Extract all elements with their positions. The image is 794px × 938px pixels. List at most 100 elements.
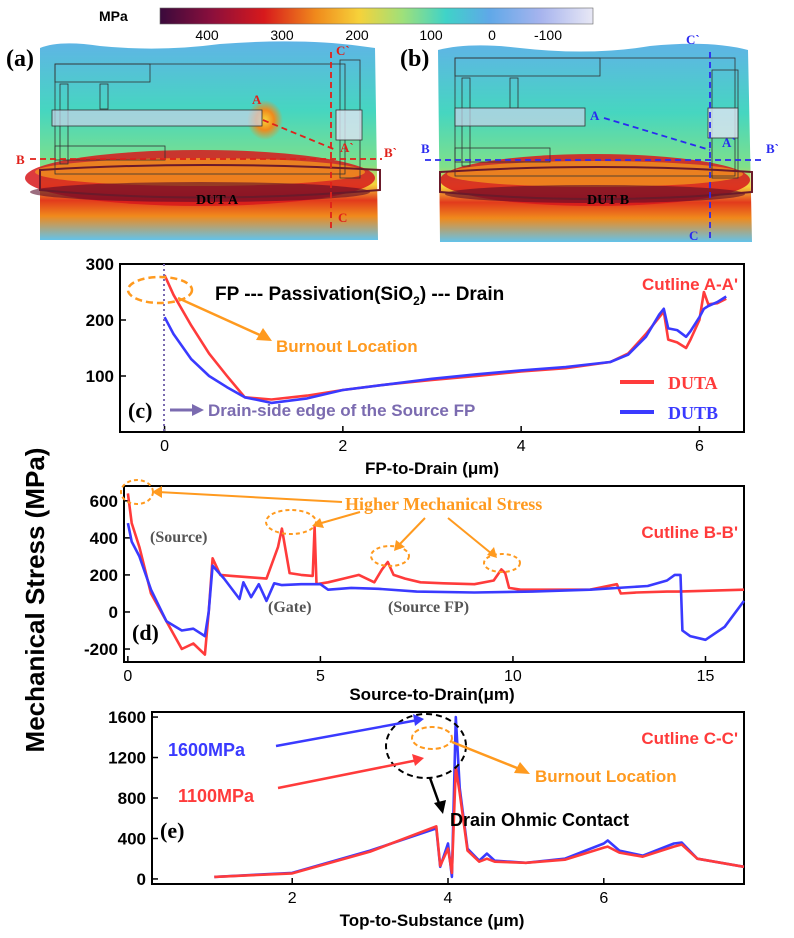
chart-d-cutline: Cutline B-B' bbox=[641, 523, 738, 542]
stress-ellipse bbox=[265, 509, 317, 535]
y-tick-label: 300 bbox=[86, 255, 114, 274]
y-tick-label: 400 bbox=[90, 529, 118, 548]
y-tick-label: 400 bbox=[118, 829, 146, 848]
chart-d-xlabel: Source-to-Drain(μm) bbox=[349, 685, 514, 704]
marker-b-B2: B` bbox=[766, 141, 779, 156]
source-fp-label: Drain-side edge of the Source FP bbox=[208, 401, 475, 420]
stress-ellipse bbox=[483, 553, 521, 573]
stress-arrows bbox=[157, 491, 493, 555]
stress-arrowhead bbox=[152, 486, 162, 498]
source-fp-arrowhead bbox=[192, 404, 204, 416]
y-tick-label: 0 bbox=[109, 603, 118, 622]
colorbar-tick: 200 bbox=[345, 27, 369, 43]
panel-label-e: (e) bbox=[160, 818, 184, 843]
peak-arrow-blue bbox=[275, 718, 419, 748]
device-outline bbox=[439, 166, 753, 200]
marker-b-C: C bbox=[689, 228, 698, 243]
x-tick-label: 15 bbox=[697, 668, 715, 685]
series-line-duta bbox=[126, 493, 745, 656]
x-tick-label: 6 bbox=[695, 438, 704, 455]
ohmic-arrowhead bbox=[434, 800, 446, 814]
stress-hotspot bbox=[445, 185, 745, 203]
chart-c-title: FP --- Passivation(SiO2) --- Drain bbox=[215, 284, 504, 308]
device-outline bbox=[39, 164, 381, 199]
legend-label-dut-a: DUTA bbox=[668, 373, 718, 393]
x-tick-label: 4 bbox=[517, 438, 526, 455]
chart-e-cutline: Cutline C-C' bbox=[641, 729, 738, 748]
burnout-arrowhead-c bbox=[256, 328, 272, 341]
device-structure-a bbox=[51, 59, 363, 179]
stress-arrow bbox=[157, 491, 343, 503]
colorbar-unit: MPa bbox=[99, 8, 128, 24]
series-line-dutb bbox=[126, 522, 746, 642]
y-tick-label: -200 bbox=[84, 640, 118, 659]
peak-arrowhead-red bbox=[412, 754, 424, 766]
series-line-dutb bbox=[163, 295, 727, 405]
colorbar-tick: -100 bbox=[534, 27, 562, 43]
chart-c: 0 2 4 6 100 200 300 Burnout Location FP --- Pa… bbox=[86, 255, 745, 478]
panel-label-a: (a) bbox=[6, 46, 34, 72]
ohmic-contact-label: Drain Ohmic Contact bbox=[450, 810, 629, 830]
colorbar-tick: 400 bbox=[195, 27, 219, 43]
x-tick-label: 0 bbox=[123, 668, 132, 685]
marker-a-C2: C` bbox=[336, 43, 350, 58]
x-tick-label: 0 bbox=[160, 438, 169, 455]
stress-arrow bbox=[317, 511, 361, 525]
simulation-panel-b: (b) DUT B A A` B B` C C` bbox=[400, 32, 779, 243]
panel-label-c: (c) bbox=[128, 398, 152, 423]
marker-b-A: A bbox=[590, 108, 600, 123]
stress-arrowhead bbox=[487, 547, 497, 558]
series-line-duta bbox=[214, 766, 745, 879]
x-tick-label: 10 bbox=[504, 668, 522, 685]
peak-label-blue: 1600MPa bbox=[168, 740, 246, 760]
x-tick-label: 2 bbox=[288, 890, 297, 907]
higher-stress-label: Higher Mechanical Stress bbox=[345, 494, 542, 514]
chart-c-cutline: Cutline A-A' bbox=[642, 275, 738, 294]
marker-a-B2: B` bbox=[384, 145, 397, 160]
stress-map-b bbox=[438, 43, 752, 242]
panel-label-b: (b) bbox=[400, 46, 429, 72]
marker-b-B: B bbox=[421, 141, 430, 156]
marker-a-A2: A` bbox=[340, 140, 354, 155]
stress-hotspot bbox=[35, 158, 365, 186]
gate-region-label: (Gate) bbox=[268, 599, 312, 616]
x-tick-label: 2 bbox=[338, 438, 347, 455]
source-region-label: (Source) bbox=[150, 529, 207, 546]
chart-d: 0 5 10 15 -200 0 200 400 600 Higher Mechanical S… bbox=[84, 479, 746, 704]
colorbar: MPa 400 300 200 100 0 -100 bbox=[99, 7, 594, 43]
burnout-arrow-c bbox=[177, 296, 263, 338]
panel-label-d: (d) bbox=[132, 620, 159, 645]
stress-arrowheads bbox=[152, 486, 497, 558]
chart-e: 2 4 6 0 400 800 1200 1600 1600MPa 1100MPa Burno… bbox=[108, 708, 745, 930]
stress-hotspot bbox=[30, 182, 370, 202]
y-tick-label: 100 bbox=[86, 367, 114, 386]
burnout-label-c: Burnout Location bbox=[276, 337, 418, 356]
peak-label-red: 1100MPa bbox=[178, 786, 255, 806]
legend-label-dut-b: DUTB bbox=[668, 403, 718, 423]
burnout-arrowhead-e bbox=[514, 762, 530, 774]
y-tick-label: 1200 bbox=[108, 749, 146, 768]
device-structure-b bbox=[454, 57, 739, 179]
peak-arrow-red bbox=[277, 758, 419, 790]
y-tick-label: 1600 bbox=[108, 708, 146, 727]
ohmic-arrow bbox=[428, 777, 442, 807]
burnout-ellipse-c bbox=[126, 275, 194, 305]
marker-a-C: C bbox=[338, 210, 347, 225]
x-tick-label: 4 bbox=[444, 890, 453, 907]
y-tick-label: 200 bbox=[90, 566, 118, 585]
burnout-arrow-e bbox=[451, 740, 523, 772]
dut-a-label: DUT A bbox=[196, 193, 239, 208]
colorbar-tick: 100 bbox=[419, 27, 443, 43]
y-tick-label: 600 bbox=[90, 492, 118, 511]
burnout-label-e: Burnout Location bbox=[535, 767, 677, 786]
chart-e-xlabel: Top-to-Substance (μm) bbox=[340, 911, 525, 930]
colorbar-tick: 300 bbox=[270, 27, 294, 43]
burnout-ellipse-e bbox=[411, 726, 453, 750]
marker-a-B: B bbox=[16, 152, 25, 167]
y-tick-label: 0 bbox=[137, 870, 146, 889]
stress-arrowhead bbox=[394, 540, 405, 551]
y-tick-label: 800 bbox=[118, 789, 146, 808]
dut-b-label: DUT B bbox=[587, 193, 629, 208]
cutline-a-a bbox=[262, 119, 337, 151]
